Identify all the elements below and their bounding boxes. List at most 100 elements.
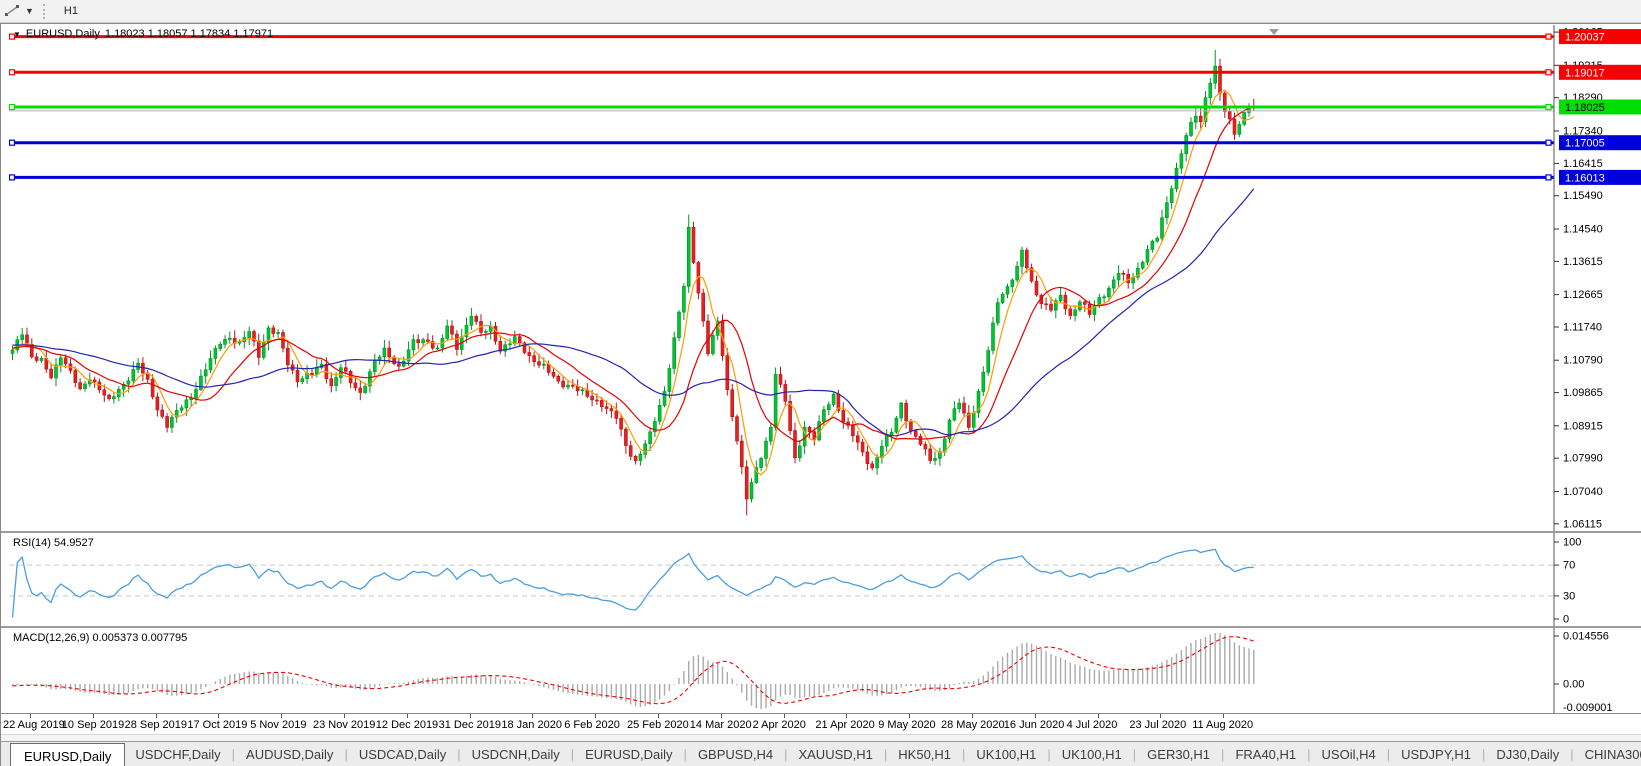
date-label: 9 May 2020: [878, 719, 936, 731]
chart-ohlc-values: 1.18023 1.18057 1.17834 1.17971: [104, 28, 274, 40]
tab-separator: |: [1570, 746, 1574, 762]
chart-window: 1.201651.192151.182901.173401.164151.154…: [0, 23, 1641, 766]
horizontal-scrollbar[interactable]: [1, 734, 1641, 741]
date-label: 23 Jul 2020: [1129, 719, 1187, 731]
chart-shift-marker[interactable]: [1269, 29, 1279, 35]
rsi-label: RSI(14) 54.9527: [13, 537, 94, 549]
chart-tab-usdcad-daily[interactable]: USDCAD,Daily: [358, 746, 447, 762]
chart-tabs-bar: EURUSD,Daily USDCHF,Daily | AUDUSD,Daily | US…: [1, 741, 1641, 766]
chart-tab-dj30-daily[interactable]: DJ30,Daily: [1496, 746, 1560, 762]
horizontal-line[interactable]: [9, 69, 1554, 76]
macd-panel: 0.014556 0.00 -0.009001 MACD(12,26,9) 0.00…: [1, 626, 1641, 713]
date-tick: [469, 714, 471, 718]
chart-tab-eurusd-daily[interactable]: EURUSD,Daily: [10, 743, 126, 766]
line-handle-right[interactable]: [1545, 33, 1552, 40]
chart-tab-eurusd-daily[interactable]: EURUSD,Daily: [585, 746, 673, 762]
tab-separator: |: [883, 746, 888, 762]
date-tick: [658, 714, 659, 718]
line-handle-left[interactable]: [9, 69, 16, 76]
horizontal-line[interactable]: [9, 33, 1554, 40]
date-axis: 22 Aug 2019 10 Sep 2019 28 Sep 2019 17 Oct …: [1, 713, 1641, 734]
horizontal-line[interactable]: [9, 139, 1554, 146]
date-tick: [595, 714, 597, 718]
svg-text:1.20037: 1.20037: [1565, 32, 1605, 44]
timeframe-button-h1[interactable]: H1: [63, 5, 78, 17]
svg-text:1.15490: 1.15490: [1563, 190, 1603, 202]
tab-separator: |: [962, 746, 966, 762]
tab-separator: |: [344, 746, 348, 762]
date-tick: [846, 714, 848, 718]
chart-tab-china300-h1[interactable]: CHINA300,H1: [1584, 746, 1641, 762]
chart-tab-uk100-h1[interactable]: UK100,H1: [1061, 746, 1122, 762]
svg-text:1.07990: 1.07990: [1563, 453, 1603, 465]
trendline-tool-icon: [5, 5, 19, 16]
date-tick: [1160, 714, 1162, 718]
date-tick: [1034, 714, 1036, 718]
date-label: 22 Aug 2019: [3, 719, 65, 731]
svg-text:1.16415: 1.16415: [1563, 158, 1603, 170]
moving-average-medium: [12, 106, 1254, 442]
svg-text:1.17005: 1.17005: [1565, 138, 1605, 150]
chevron-down-icon[interactable]: ▼: [25, 5, 34, 16]
line-handle-right[interactable]: [1545, 69, 1552, 76]
macd-signal-line: [12, 636, 1254, 705]
chart-menu-icon[interactable]: ▼: [13, 29, 21, 39]
macd-histogram: [11, 633, 1255, 710]
svg-text:-0.009001: -0.009001: [1563, 702, 1613, 713]
svg-text:1.14540: 1.14540: [1563, 224, 1603, 236]
chart-tab-audusd-daily[interactable]: AUDUSD,Daily: [246, 746, 334, 762]
line-handle-right[interactable]: [1545, 139, 1552, 146]
horizontal-line[interactable]: [9, 103, 1554, 111]
date-label: 5 Nov 2019: [250, 719, 307, 731]
svg-text:1.08915: 1.08915: [1563, 420, 1603, 432]
line-price-label: 1.20037: [1559, 29, 1641, 45]
svg-text:1.18025: 1.18025: [1565, 102, 1605, 114]
date-label: 25 Feb 2020: [627, 719, 689, 731]
svg-text:0: 0: [1563, 614, 1569, 626]
chart-tab-ger30-h1[interactable]: GER30,H1: [1147, 746, 1211, 762]
toolbar-grip[interactable]: [42, 3, 45, 19]
svg-text:100: 100: [1563, 537, 1581, 549]
svg-text:1.07040: 1.07040: [1563, 486, 1603, 498]
date-label: 17 Oct 2019: [187, 719, 248, 731]
chart-tab-usdjpy-h1[interactable]: USDJPY,H1: [1401, 746, 1471, 762]
date-tick: [344, 714, 345, 718]
svg-text:1.10790: 1.10790: [1563, 355, 1603, 367]
tab-separator: |: [457, 746, 461, 762]
svg-text:1.12665: 1.12665: [1563, 289, 1603, 301]
chart-tab-uk100-h1[interactable]: UK100,H1: [976, 746, 1037, 762]
chart-tab-gbpusd-h4[interactable]: GBPUSD,H4: [697, 746, 774, 762]
date-tick: [155, 714, 157, 718]
tab-separator: |: [570, 746, 575, 762]
svg-text:1.17340: 1.17340: [1563, 126, 1603, 138]
line-price-label: 1.18025: [1559, 99, 1641, 115]
trendline-tool-button[interactable]: ▼: [1, 2, 37, 20]
line-handle-left[interactable]: [9, 139, 16, 146]
line-handle-left[interactable]: [9, 103, 16, 111]
date-tick: [972, 714, 973, 718]
chart-tab-usdcnh-daily[interactable]: USDCNH,Daily: [471, 746, 560, 762]
moving-average-slow: [12, 188, 1255, 437]
chart-tab-usdchf-daily[interactable]: USDCHF,Daily: [135, 746, 221, 762]
date-tick: [406, 714, 408, 718]
chart-tab-hk50-h1[interactable]: HK50,H1: [898, 746, 952, 762]
chart-tab-fra40-h1[interactable]: FRA40,H1: [1235, 746, 1297, 762]
date-tick: [1223, 714, 1225, 718]
svg-text:1.19017: 1.19017: [1565, 67, 1605, 79]
top-toolbar: ▼ M1M5M15M30H1H4D1W1MN: [0, 0, 1641, 97]
svg-text:0.00: 0.00: [1563, 679, 1584, 691]
date-label: 10 Sep 2019: [61, 719, 125, 731]
line-handle-right[interactable]: [1545, 174, 1552, 181]
date-label: 31 Dec 2019: [438, 719, 501, 731]
date-label: 12 Dec 2019: [375, 719, 439, 731]
chart-tab-usoil-h4[interactable]: USOil,H4: [1321, 746, 1376, 762]
line-handle-left[interactable]: [9, 174, 16, 181]
candles-layer: [10, 49, 1256, 516]
chart-tab-xauusd-h1[interactable]: XAUUSD,H1: [798, 746, 873, 762]
date-label: 18 Jan 2020: [501, 719, 562, 731]
line-handle-right[interactable]: [1545, 103, 1552, 111]
price-chart-panel: 1.201651.192151.182901.173401.164151.154…: [1, 23, 1641, 532]
line-handle-left[interactable]: [9, 33, 16, 40]
line-price-label: 1.19017: [1559, 64, 1641, 80]
horizontal-line[interactable]: [9, 174, 1554, 181]
